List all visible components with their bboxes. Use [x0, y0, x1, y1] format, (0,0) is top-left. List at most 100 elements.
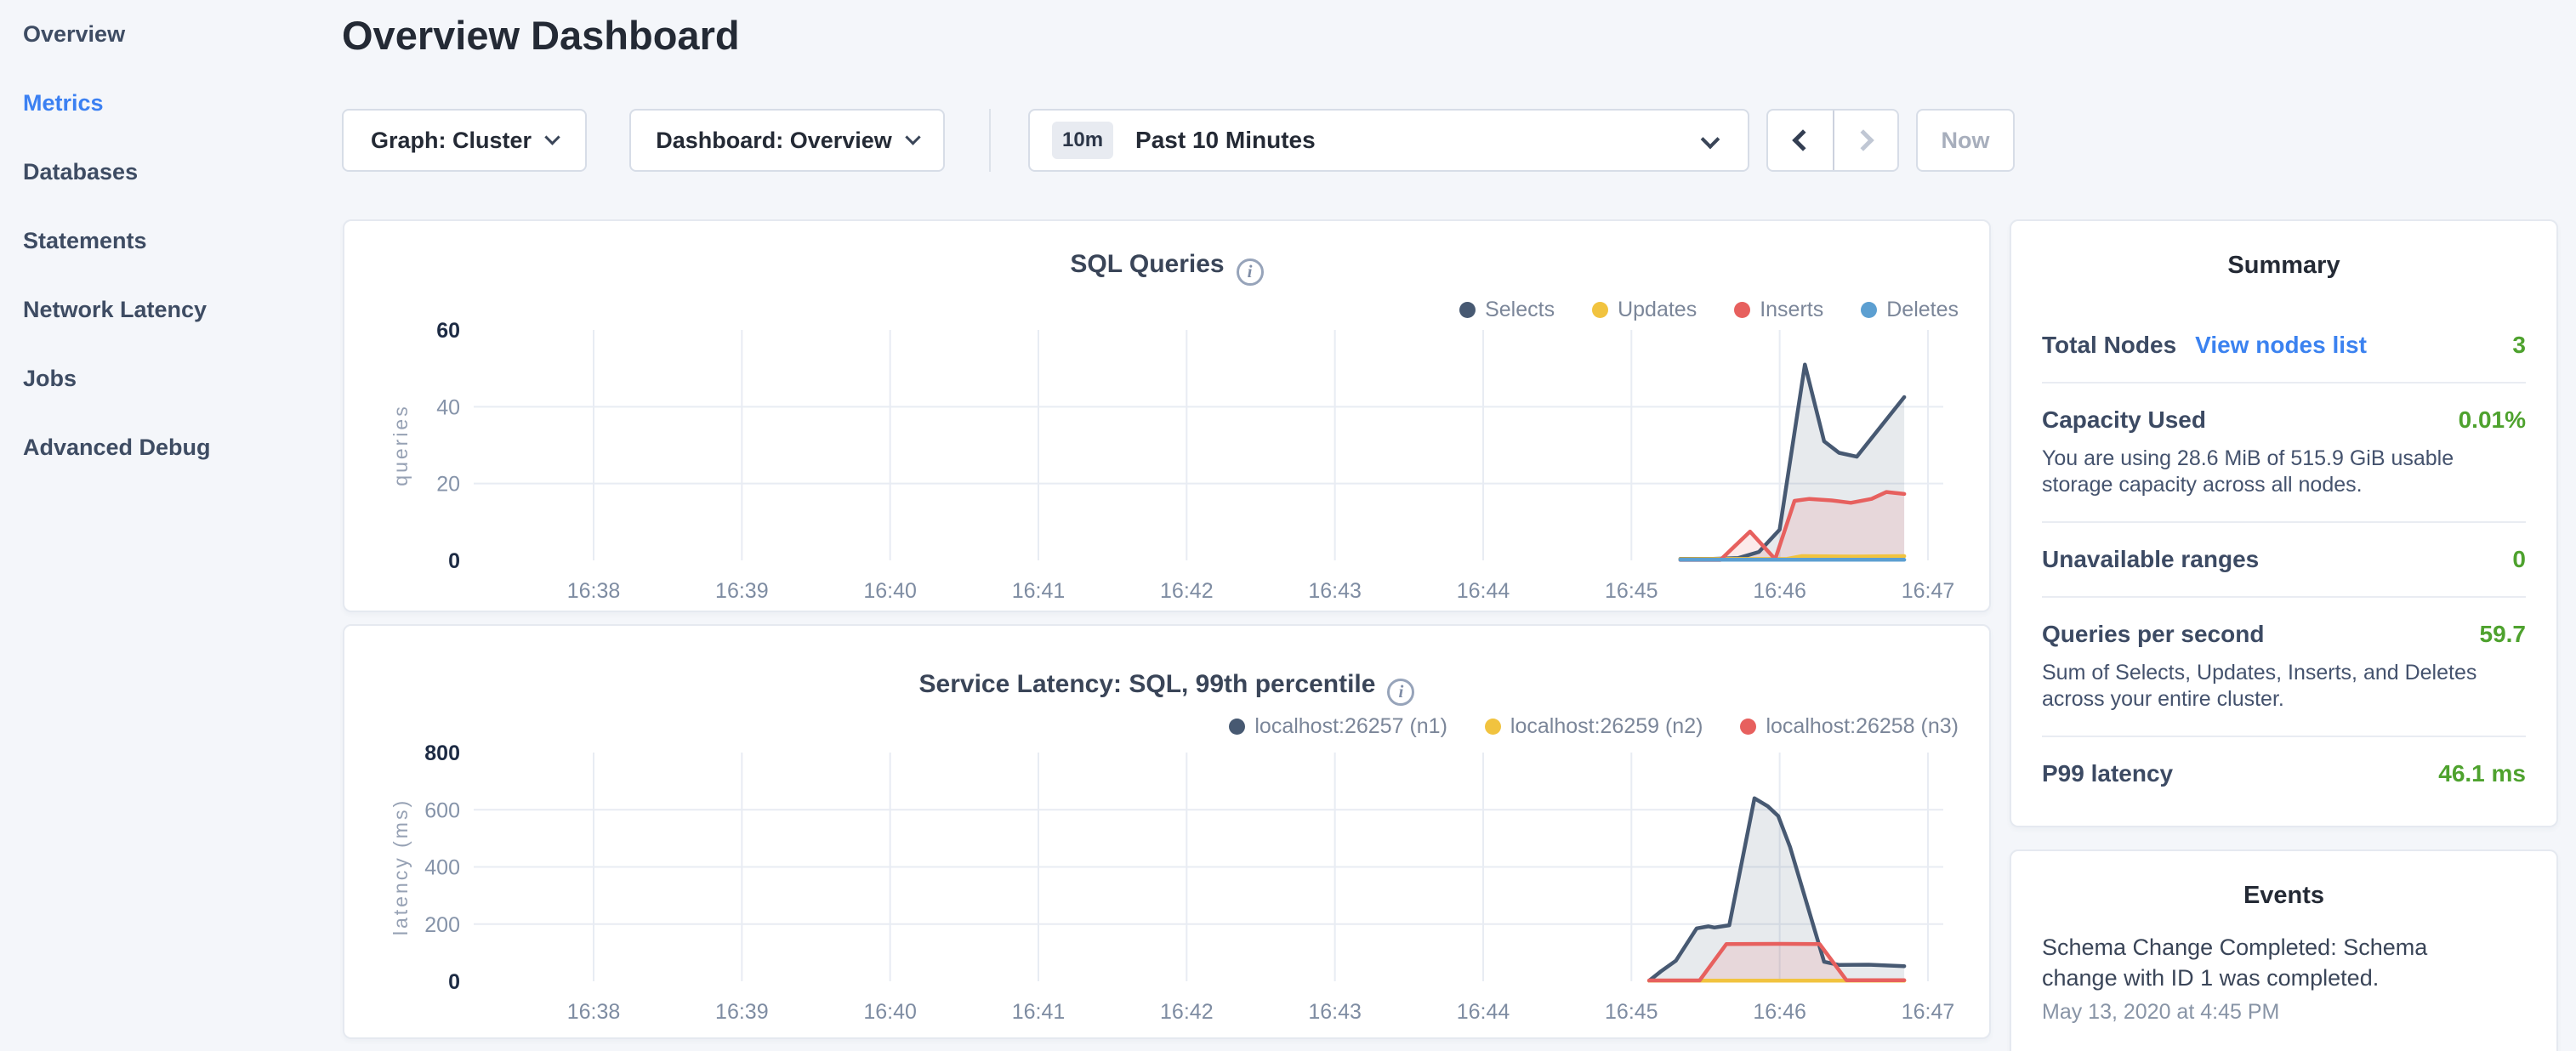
summary-row-unavailable-ranges: Unavailable ranges 0: [2042, 523, 2526, 598]
svg-text:400: 400: [424, 856, 460, 880]
events-panel: Events Schema Change Completed: Schema c…: [2010, 849, 2558, 1051]
sidebar-item-metrics[interactable]: Metrics: [23, 90, 104, 116]
chart-title-text: SQL Queries: [1070, 250, 1225, 278]
svg-text:16:47: 16:47: [1902, 579, 1955, 603]
summary-row-capacity-used: Capacity Used 0.01% You are using 28.6 M…: [2042, 383, 2526, 523]
chevron-down-icon: [544, 128, 560, 145]
summary-title: Summary: [2227, 252, 2340, 279]
chevron-right-icon: [1852, 129, 1874, 151]
toolbar-divider: [989, 109, 991, 172]
sql-queries-chart-card: SQL Queries i Selects Updates Inserts Delete…: [343, 219, 1991, 612]
time-range-label: Past 10 Minutes: [1135, 127, 1316, 153]
legend-dot-icon: [1592, 302, 1609, 318]
time-range-dropdown[interactable]: 10m Past 10 Minutes: [1028, 109, 1749, 172]
legend-item: Inserts: [1734, 298, 1823, 322]
dashboard-label: Dashboard: Overview: [656, 127, 892, 153]
summary-row-description: Sum of Selects, Updates, Inserts, and De…: [2042, 661, 2477, 711]
svg-text:200: 200: [424, 913, 460, 937]
sidebar: Overview Metrics Databases Statements Ne…: [0, 0, 340, 1051]
summary-row-p99-latency: P99 latency 46.1 ms: [2042, 737, 2526, 810]
dashboard-dropdown[interactable]: Dashboard: Overview: [629, 109, 945, 172]
summary-row-description: You are using 28.6 MiB of 515.9 GiB usab…: [2042, 446, 2454, 497]
chart-title: Service Latency: SQL, 99th percentile i: [344, 670, 1989, 706]
info-icon[interactable]: i: [1236, 258, 1264, 286]
legend-item: Selects: [1459, 298, 1555, 322]
summary-row-value: 59.7: [2479, 621, 2527, 647]
summary-row-label: Capacity Used: [2042, 406, 2206, 433]
svg-text:16:42: 16:42: [1160, 1000, 1214, 1024]
svg-text:16:38: 16:38: [567, 579, 621, 603]
svg-text:20: 20: [436, 473, 460, 497]
summary-row-value: 0.01%: [2458, 406, 2526, 433]
svg-text:16:45: 16:45: [1605, 579, 1658, 603]
legend-item: Deletes: [1861, 298, 1959, 322]
summary-row-value: 0: [2512, 546, 2526, 572]
svg-text:16:39: 16:39: [715, 579, 769, 603]
svg-text:600: 600: [424, 798, 460, 822]
summary-panel: Summary Total Nodes View nodes list 3 Ca…: [2010, 219, 2558, 827]
legend-dot-icon: [1229, 719, 1246, 735]
legend-dot-icon: [1861, 302, 1878, 318]
svg-text:16:39: 16:39: [715, 1000, 769, 1024]
time-step-buttons: [1766, 109, 1899, 172]
sidebar-item-databases[interactable]: Databases: [23, 159, 139, 185]
svg-text:0: 0: [448, 970, 460, 994]
svg-text:queries: queries: [390, 404, 412, 486]
svg-text:16:43: 16:43: [1308, 1000, 1362, 1024]
legend-dot-icon: [1740, 719, 1757, 735]
svg-text:800: 800: [424, 741, 460, 765]
now-button[interactable]: Now: [1916, 109, 2015, 172]
legend-dot-icon: [1484, 719, 1501, 735]
legend-dot-icon: [1734, 302, 1751, 318]
chevron-down-icon: [1700, 129, 1720, 150]
legend-item: Updates: [1592, 298, 1697, 322]
chart-title: SQL Queries i: [344, 250, 1989, 286]
svg-text:16:44: 16:44: [1457, 1000, 1510, 1024]
svg-text:16:43: 16:43: [1308, 579, 1362, 603]
svg-text:16:46: 16:46: [1753, 1000, 1806, 1024]
page-title: Overview Dashboard: [342, 13, 740, 58]
info-icon[interactable]: i: [1387, 678, 1415, 706]
event-list-item: Schema Change Completed: Schema change w…: [2042, 932, 2526, 1025]
sidebar-item-overview[interactable]: Overview: [23, 21, 126, 47]
service-latency-plot[interactable]: 16:38 16:39 16:40 16:41 16:42 16:43 16:44 16:45…: [344, 626, 1993, 1041]
time-range-badge: 10m: [1052, 122, 1114, 159]
view-nodes-list-link[interactable]: View nodes list: [2195, 332, 2367, 358]
svg-text:16:38: 16:38: [567, 1000, 621, 1024]
graph-scope-label: Graph: Cluster: [370, 127, 532, 153]
event-message: Schema Change Completed: Schema change w…: [2042, 935, 2428, 991]
svg-text:16:41: 16:41: [1012, 1000, 1066, 1024]
svg-text:16:41: 16:41: [1012, 579, 1066, 603]
chevron-down-icon: [905, 128, 921, 145]
summary-row-queries-per-second: Queries per second 59.7 Sum of Selects, …: [2042, 598, 2526, 737]
service-latency-chart-card: Service Latency: SQL, 99th percentile i l…: [343, 624, 1991, 1039]
summary-row-label: Total Nodes: [2042, 332, 2177, 358]
sql-queries-plot[interactable]: 16:38 16:39 16:40 16:41 16:42 16:43 16:44 16:45…: [344, 221, 1993, 614]
prev-range-button[interactable]: [1768, 111, 1833, 170]
summary-row-value: 46.1 ms: [2438, 760, 2526, 787]
summary-row-label: Queries per second: [2042, 621, 2265, 647]
graph-scope-dropdown[interactable]: Graph: Cluster: [342, 109, 587, 172]
svg-text:latency (ms): latency (ms): [390, 798, 412, 935]
legend-item: localhost:26257 (n1): [1229, 714, 1447, 739]
sidebar-item-statements[interactable]: Statements: [23, 228, 147, 253]
svg-text:0: 0: [448, 549, 460, 573]
next-range-button[interactable]: [1833, 111, 1897, 170]
summary-rows: Total Nodes View nodes list 3 Capacity U…: [2042, 309, 2526, 810]
svg-text:60: 60: [436, 319, 460, 343]
summary-row-label: Unavailable ranges: [2042, 546, 2260, 572]
svg-text:16:47: 16:47: [1902, 1000, 1955, 1024]
chevron-left-icon: [1792, 129, 1814, 151]
legend-dot-icon: [1459, 302, 1476, 318]
svg-text:16:40: 16:40: [863, 1000, 917, 1024]
sidebar-item-jobs[interactable]: Jobs: [23, 366, 77, 391]
svg-text:16:40: 16:40: [863, 579, 917, 603]
legend-item: localhost:26259 (n2): [1484, 714, 1703, 739]
sidebar-item-network-latency[interactable]: Network Latency: [23, 297, 208, 322]
summary-row-total-nodes: Total Nodes View nodes list 3: [2042, 309, 2526, 383]
summary-row-value: 3: [2512, 332, 2526, 358]
events-title: Events: [2243, 882, 2325, 909]
sidebar-item-advanced-debug[interactable]: Advanced Debug: [23, 435, 211, 460]
event-timestamp: May 13, 2020 at 4:45 PM: [2042, 1000, 2280, 1024]
